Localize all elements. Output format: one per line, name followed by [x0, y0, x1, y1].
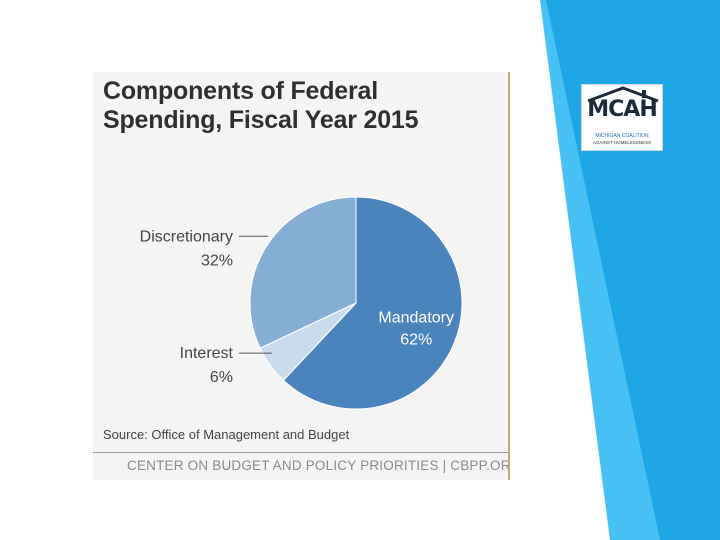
chart-title-line-2: Spending, Fiscal Year 2015	[103, 106, 419, 134]
slice-value-interest: 6%	[210, 369, 233, 386]
slice-label-mandatory: Mandatory	[378, 309, 454, 326]
pie-slice-mandatory	[282, 196, 463, 410]
chart-title-line-1: Components of Federal	[103, 77, 378, 105]
pie-chart-figure: Components of Federal Spending, Fiscal Y…	[93, 72, 510, 480]
slice-label-discretionary: Discretionary	[140, 228, 233, 245]
slice-label-interest: Interest	[180, 345, 234, 362]
chart-source: Source: Office of Management and Budget	[103, 427, 350, 442]
pie-slice-discretionary	[249, 196, 357, 349]
slice-value-mandatory: 62%	[400, 331, 432, 348]
mcah-logo: MCAH MICHIGAN COALITION AGAINST HOMELESS…	[581, 84, 663, 151]
logo-org-line-1: MICHIGAN COALITION	[595, 133, 649, 139]
image-edge	[508, 72, 510, 480]
logo-org-line-2: AGAINST HOMELESSNESS	[592, 140, 652, 145]
logo-wordmark: MCAH	[587, 97, 657, 122]
house-roof-icon	[587, 86, 659, 103]
slice-value-discretionary: 32%	[201, 252, 233, 269]
pie-chart: Mandatory 62% Interest 6% Discretionary 32%	[140, 196, 463, 410]
chart-footer: CENTER ON BUDGET AND POLICY PRIORITIES |…	[127, 458, 510, 473]
footer-divider	[93, 452, 510, 453]
